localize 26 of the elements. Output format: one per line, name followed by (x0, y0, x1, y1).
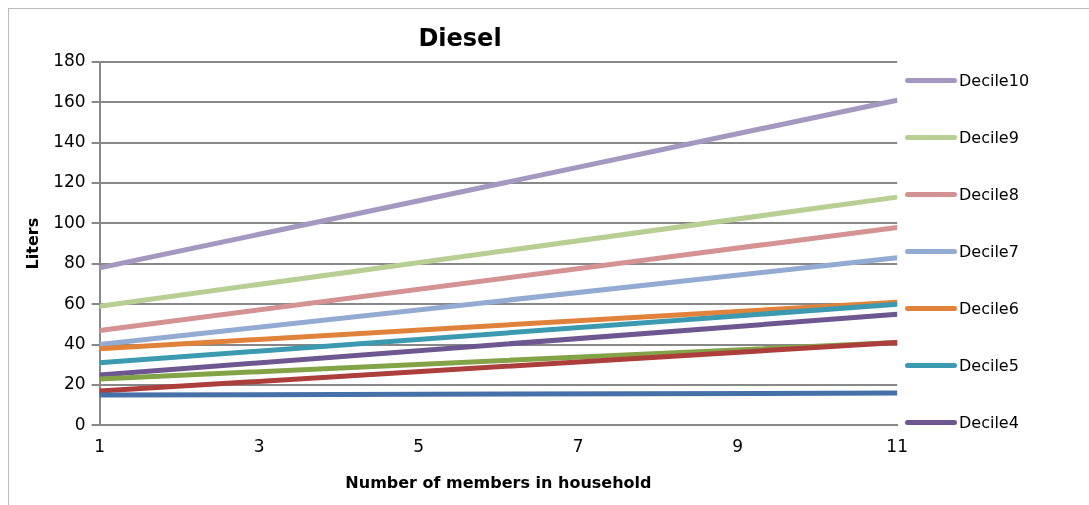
legend-label: Decile8 (959, 185, 1019, 204)
y-tick-label: 20 (64, 373, 86, 394)
legend-label: Decile4 (959, 413, 1019, 432)
legend-label: Decile7 (959, 242, 1019, 261)
y-tick-label: 60 (64, 292, 86, 313)
chart-title: Diesel (418, 23, 502, 52)
x-tick-label: 1 (94, 436, 106, 457)
x-tick-label: 9 (732, 436, 744, 457)
legend-label: Decile6 (959, 299, 1019, 318)
y-axis-title: Liters (22, 217, 42, 270)
x-tick-label: 11 (886, 436, 908, 457)
y-tick-label: 120 (53, 171, 86, 192)
x-tick-label: 3 (253, 436, 265, 457)
x-axis-title: Number of members in household (345, 472, 652, 492)
y-tick-label: 80 (64, 252, 86, 273)
y-tick-label: 40 (64, 333, 86, 354)
y-tick-label: 160 (53, 90, 86, 111)
y-tick-label: 140 (53, 131, 86, 152)
legend-label: Decile10 (959, 71, 1030, 90)
legend-label: Decile9 (959, 128, 1019, 147)
x-tick-label: 7 (572, 436, 584, 457)
x-tick-label: 5 (413, 436, 425, 457)
y-tick-label: 180 (53, 50, 86, 71)
y-tick-label: 0 (74, 413, 86, 434)
legend-label: Decile5 (959, 356, 1019, 375)
y-tick-label: 100 (53, 211, 86, 232)
